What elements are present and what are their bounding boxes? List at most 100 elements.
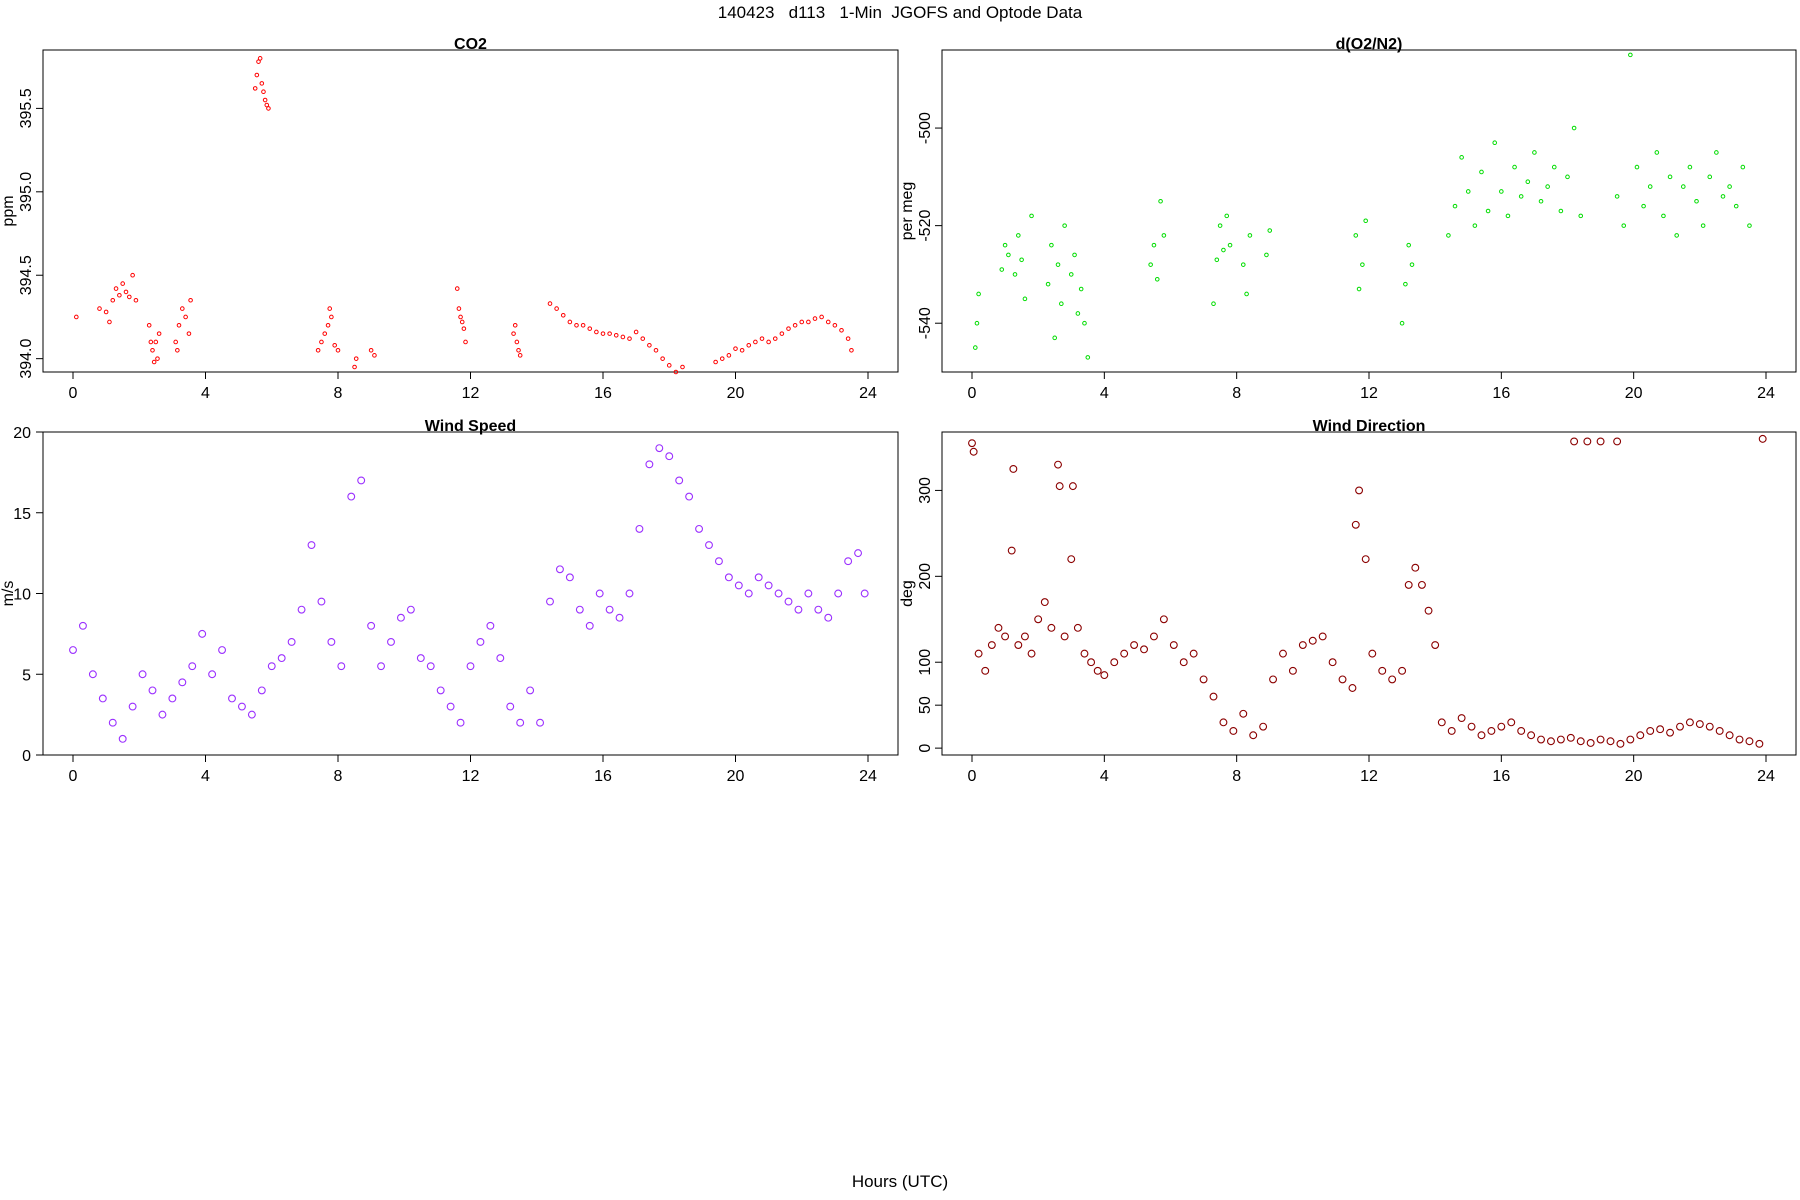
data-point (1566, 733, 1575, 742)
data-point (466, 662, 475, 671)
data-point (335, 348, 341, 353)
data-point (845, 336, 851, 341)
data-point (1417, 580, 1426, 589)
data-point (620, 334, 626, 340)
data-point (575, 605, 584, 614)
data-point (1596, 735, 1605, 744)
data-point (1551, 164, 1557, 170)
data-point (74, 314, 79, 320)
data-point (406, 605, 415, 614)
x-tick-label: 12 (1360, 385, 1378, 402)
y-tick-label: -520 (917, 210, 934, 242)
data-point (1288, 666, 1297, 675)
panel-title: Wind Direction (1313, 418, 1426, 435)
data-point (547, 301, 553, 306)
data-point (1219, 718, 1228, 727)
data-point (156, 331, 162, 336)
data-point (1406, 242, 1411, 248)
data-point (1049, 242, 1054, 248)
data-point (794, 605, 803, 614)
x-tick-label: 12 (462, 768, 480, 785)
data-point (367, 621, 376, 630)
x-tick-label: 20 (727, 385, 745, 402)
data-point (587, 326, 593, 331)
data-point (574, 322, 579, 328)
data-point (1477, 731, 1486, 740)
data-point (1725, 731, 1734, 740)
panel-wind-direction: Wind Direction 0 4 8 12 16 20 24 0 50 100 200 300 deg (899, 418, 1797, 785)
data-point (1714, 150, 1719, 155)
data-point (183, 314, 188, 320)
panel-d-o2-n2: d(O2/N2) 0 4 8 12 16 20 24 -540 -520 -500 per meg (899, 36, 1797, 402)
data-point (123, 289, 129, 295)
data-point (726, 353, 732, 358)
data-point (1424, 606, 1433, 615)
data-point (1492, 140, 1498, 145)
data-point (1755, 739, 1764, 748)
x-tick-label: 16 (1492, 768, 1510, 785)
data-point (968, 439, 976, 448)
data-point (1570, 437, 1579, 446)
y-tick-label: 200 (917, 563, 934, 590)
data-point (1087, 658, 1096, 667)
data-point (1363, 218, 1368, 224)
data-point (1060, 632, 1069, 641)
x-tick-label: 20 (727, 768, 745, 785)
y-tick-label: 394.0 (18, 339, 35, 379)
data-point (1388, 675, 1397, 684)
data-point (1027, 649, 1036, 658)
data-point (262, 97, 268, 103)
data-point (1239, 709, 1248, 718)
data-point (1532, 150, 1537, 155)
data-point (463, 339, 468, 345)
x-tick-label: 8 (1232, 768, 1241, 785)
x-tick-label: 0 (69, 385, 78, 402)
data-point (647, 343, 652, 348)
data-point (1378, 666, 1387, 675)
data-point (1360, 262, 1365, 267)
data-point (317, 597, 326, 606)
data-point (1224, 213, 1230, 219)
data-point (1130, 641, 1139, 649)
data-point (1720, 194, 1726, 199)
data-point (655, 444, 664, 453)
data-point (368, 348, 374, 353)
data-point (1355, 486, 1364, 495)
data-point (1411, 563, 1420, 572)
data-point (1055, 262, 1061, 267)
data-point (734, 581, 743, 590)
data-point (1621, 223, 1627, 228)
data-point (635, 524, 644, 533)
data-point (1556, 735, 1565, 744)
x-tick-label: 24 (1757, 385, 1775, 402)
data-point (1446, 233, 1451, 238)
y-tick-label: 300 (917, 477, 934, 504)
data-point (784, 597, 793, 606)
x-axis-title: Hours (UTC) (851, 1172, 949, 1191)
data-point (150, 348, 155, 353)
data-point (117, 292, 122, 298)
data-point (178, 678, 187, 687)
data-point (1499, 189, 1504, 194)
data-point (1576, 737, 1585, 746)
data-point (739, 348, 745, 353)
data-point (786, 326, 791, 331)
data-point (766, 339, 771, 345)
data-point (1747, 223, 1752, 228)
data-point (1628, 52, 1633, 58)
data-point (1150, 632, 1158, 641)
y-tick-label: 0 (22, 748, 31, 765)
data-point (580, 322, 586, 328)
data-point (352, 364, 357, 370)
plot-frame (941, 49, 1797, 373)
data-point (266, 106, 271, 111)
data-point (660, 356, 665, 361)
data-point (261, 89, 266, 95)
data-point (1606, 737, 1615, 746)
data-point (252, 86, 258, 91)
data-point (254, 72, 260, 78)
data-point (560, 312, 566, 318)
data-point (1447, 726, 1456, 735)
data-point (98, 694, 107, 703)
data-point (1047, 623, 1056, 632)
